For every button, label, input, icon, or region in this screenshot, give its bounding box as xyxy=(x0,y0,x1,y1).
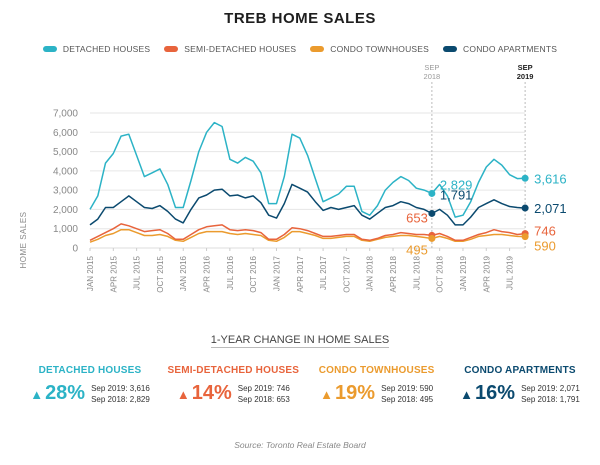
stat-detail: Sep 2019: 3,616 Sep 2018: 2,829 xyxy=(91,383,150,404)
stat-name: CONDO APARTMENTS xyxy=(464,365,576,376)
change-stats: DETACHED HOUSES ▲ 28% Sep 2019: 3,616 Sep… xyxy=(20,365,590,405)
condo-townhouses-line xyxy=(89,228,526,243)
x-tick-label: OCT 2018 xyxy=(436,255,445,292)
legend-label: CONDO TOWNHOUSES xyxy=(330,44,430,54)
stat-percent: ▲ 14% xyxy=(176,382,232,404)
up-arrow-icon: ▲ xyxy=(30,387,44,402)
y-tick-label: 6,000 xyxy=(53,128,78,139)
stat-percent: ▲ 28% xyxy=(30,382,86,404)
detached-houses-line xyxy=(89,121,526,218)
line-chart: 0 1,000 2,000 3,000 4,000 5,000 6,000 7,000 HOM… xyxy=(19,63,567,293)
value-annotations: 2,829 3,616 1,791 2,071 653 746 495 590 xyxy=(406,171,566,257)
x-tick-label: JAN 2018 xyxy=(366,255,375,291)
date-marker-label: 2019 xyxy=(517,72,534,81)
condo-apartments-line xyxy=(89,183,526,226)
y-axis-label: HOME SALES xyxy=(19,211,28,268)
legend-item-semi-detached: SEMI-DETACHED HOUSES xyxy=(164,44,296,54)
stat-semi-detached: SEMI-DETACHED HOUSES ▲ 14% Sep 2019: 746 … xyxy=(163,365,303,405)
up-arrow-icon: ▲ xyxy=(460,387,474,402)
stat-name: SEMI-DETACHED HOUSES xyxy=(167,365,300,376)
stat-detail: Sep 2019: 590 Sep 2018: 495 xyxy=(381,383,434,404)
y-tick-label: 2,000 xyxy=(53,205,78,216)
stat-condo-apartments: CONDO APARTMENTS ▲ 16% Sep 2019: 2,071 Se… xyxy=(450,365,590,405)
data-label: 1,791 xyxy=(440,187,473,202)
change-section-title: 1-YEAR CHANGE IN HOME SALES xyxy=(210,334,390,348)
stat-percent: ▲ 19% xyxy=(320,382,376,404)
stat-detached: DETACHED HOUSES ▲ 28% Sep 2019: 3,616 Sep… xyxy=(20,365,160,405)
date-marker-label: SEP xyxy=(424,63,439,72)
chart-title: TREB HOME SALES xyxy=(224,10,376,27)
y-tick-label: 3,000 xyxy=(53,186,78,197)
data-label: 590 xyxy=(534,239,556,254)
data-label: 746 xyxy=(534,224,556,239)
date-marker-label: 2018 xyxy=(424,72,441,81)
x-tick-label: OCT 2015 xyxy=(156,255,165,292)
x-tick-label: JAN 2016 xyxy=(179,255,188,291)
legend: DETACHED HOUSES SEMI-DETACHED HOUSES CON… xyxy=(0,44,600,54)
up-arrow-icon: ▲ xyxy=(320,387,334,402)
y-tick-label: 5,000 xyxy=(53,147,78,158)
semi-detached-houses-line xyxy=(89,223,526,242)
data-label: 3,616 xyxy=(534,171,567,186)
stat-condo-townhouses: CONDO TOWNHOUSES ▲ 19% Sep 2019: 590 Sep … xyxy=(307,365,447,405)
x-tick-label: OCT 2016 xyxy=(249,255,258,292)
data-point-marker xyxy=(428,234,436,242)
legend-label: DETACHED HOUSES xyxy=(62,44,151,54)
x-tick-label: JAN 2019 xyxy=(459,255,468,291)
data-point-marker xyxy=(428,189,436,197)
stat-percent: ▲ 16% xyxy=(460,382,516,404)
gridlines xyxy=(90,112,526,230)
x-tick-label: JAN 2015 xyxy=(86,255,95,291)
data-label: 495 xyxy=(406,242,428,257)
y-tick-label: 0 xyxy=(72,244,78,255)
data-label: 2,829 xyxy=(440,177,473,192)
stat-detail: Sep 2019: 746 Sep 2018: 653 xyxy=(237,383,290,404)
x-tick-label: OCT 2017 xyxy=(342,255,351,292)
x-tick-label: APR 2019 xyxy=(482,255,491,292)
legend-swatch xyxy=(164,46,179,52)
x-tick-label: APR 2018 xyxy=(389,255,398,292)
data-point-marker xyxy=(521,233,529,241)
legend-item-detached: DETACHED HOUSES xyxy=(42,44,151,54)
legend-label: CONDO APARTMENTS xyxy=(463,44,558,54)
y-tick-label: 7,000 xyxy=(53,109,78,120)
legend-item-condo-townhouses: CONDO TOWNHOUSES xyxy=(310,44,429,54)
y-tick-label: 1,000 xyxy=(53,224,78,235)
x-tick-label: JUL 2017 xyxy=(319,255,328,290)
x-tick-label: JUL 2015 xyxy=(133,255,142,290)
legend-item-condo-apartments: CONDO APARTMENTS xyxy=(443,44,557,54)
x-tick-label: APR 2016 xyxy=(203,255,212,292)
data-point-marker xyxy=(521,174,529,182)
legend-swatch xyxy=(310,46,325,52)
x-axis: JAN 2015 APR 2015 JUL 2015 OCT 2015 JAN 2016… xyxy=(86,247,526,293)
stat-name: DETACHED HOUSES xyxy=(38,365,142,376)
y-tick-label: 4,000 xyxy=(53,166,78,177)
up-arrow-icon: ▲ xyxy=(176,387,190,402)
x-tick-label: APR 2015 xyxy=(109,255,118,292)
legend-swatch xyxy=(443,46,458,52)
x-tick-label: JUL 2019 xyxy=(506,255,515,290)
x-tick-label: JAN 2017 xyxy=(272,255,281,291)
data-point-marker xyxy=(521,204,529,212)
legend-label: SEMI-DETACHED HOUSES xyxy=(184,44,297,54)
series-lines xyxy=(89,121,526,243)
x-tick-label: APR 2017 xyxy=(296,255,305,292)
y-axis: 0 1,000 2,000 3,000 4,000 5,000 6,000 7,000 xyxy=(53,109,78,255)
stat-name: CONDO TOWNHOUSES xyxy=(318,365,435,376)
source-note: Source: Toronto Real Estate Board xyxy=(234,440,366,450)
x-tick-label: JUL 2016 xyxy=(226,255,235,290)
data-point-marker xyxy=(428,209,436,217)
legend-swatch xyxy=(42,46,57,52)
date-marker-label: SEP xyxy=(518,63,533,72)
data-label: 2,071 xyxy=(534,201,567,216)
x-tick-label: JUL 2018 xyxy=(412,255,421,290)
data-label: 653 xyxy=(406,210,428,225)
stat-detail: Sep 2019: 2,071 Sep 2018: 1,791 xyxy=(521,383,580,404)
